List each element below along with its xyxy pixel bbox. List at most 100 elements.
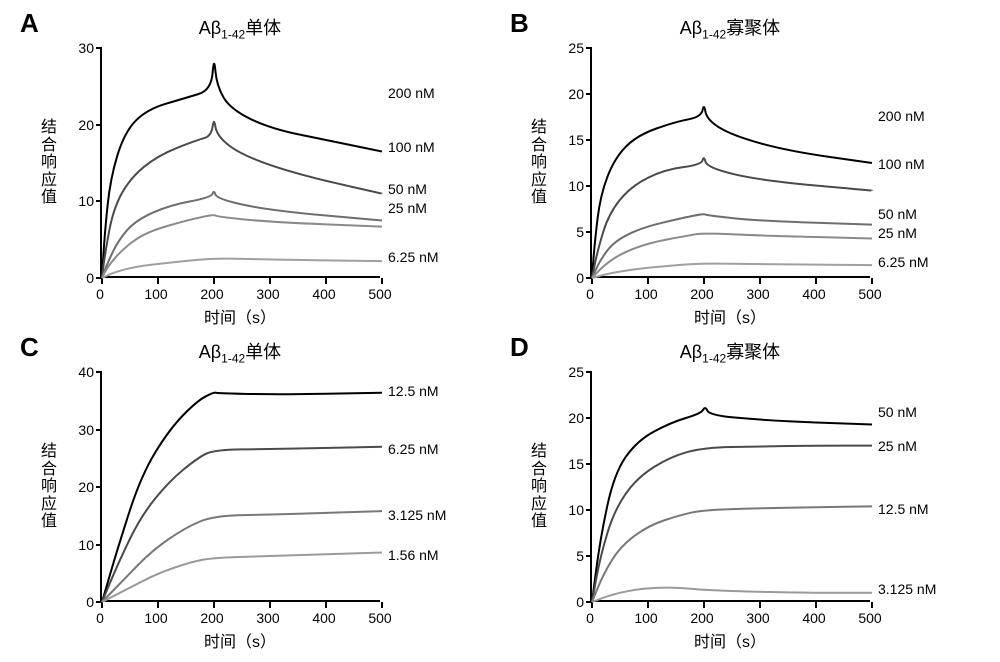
y-tick-label: 10	[556, 502, 584, 518]
series-curve	[592, 264, 872, 278]
series-curve	[102, 393, 382, 602]
title-prefix: Aβ	[680, 342, 702, 362]
series-label: 50 nM	[878, 206, 917, 222]
title-subscript: 1-42	[702, 352, 726, 366]
title-suffix: 单体	[245, 342, 281, 362]
y-tick-label: 25	[556, 364, 584, 380]
panel-title: Aβ1-42单体	[80, 14, 400, 42]
x-tick-label: 400	[802, 610, 825, 626]
y-tick-label: 40	[66, 364, 94, 380]
x-tick-label: 0	[586, 286, 594, 302]
plot-area	[100, 48, 380, 278]
y-tick-label: 20	[66, 117, 94, 133]
figure-root: AAβ1-42单体结合响应值01002003004005000102030时间（…	[0, 0, 1000, 662]
x-tick-label: 100	[144, 610, 167, 626]
series-curve	[102, 215, 382, 278]
series-label: 25 nM	[878, 225, 917, 241]
y-tick-label: 5	[556, 224, 584, 240]
y-tick-label: 20	[556, 86, 584, 102]
x-axis-label: 时间（s）	[100, 628, 380, 652]
series-label: 100 nM	[388, 139, 435, 155]
x-tick-label: 300	[746, 286, 769, 302]
curves-svg	[592, 48, 872, 278]
panel-a: AAβ1-42单体结合响应值01002003004005000102030时间（…	[20, 8, 490, 328]
y-tick-label: 15	[556, 456, 584, 472]
y-tick-label: 20	[66, 479, 94, 495]
series-curve	[592, 588, 872, 602]
plot-area	[590, 48, 870, 278]
x-tick-label: 200	[690, 610, 713, 626]
x-tick-label: 100	[634, 610, 657, 626]
x-tick-label: 200	[200, 286, 223, 302]
plot-area	[590, 372, 870, 602]
series-label: 200 nM	[878, 108, 925, 124]
x-tick-label: 300	[746, 610, 769, 626]
series-label: 6.25 nM	[388, 441, 439, 457]
y-tick-label: 0	[556, 270, 584, 286]
x-axis-label: 时间（s）	[590, 628, 870, 652]
series-label: 3.125 nM	[388, 507, 446, 523]
y-tick-label: 10	[66, 193, 94, 209]
x-tick-label: 500	[858, 610, 881, 626]
series-label: 25 nM	[878, 438, 917, 454]
series-label: 50 nM	[878, 404, 917, 420]
series-label: 6.25 nM	[878, 254, 929, 270]
y-axis-label: 结合响应值	[38, 372, 60, 602]
y-tick-label: 10	[66, 537, 94, 553]
panel-title: Aβ1-42寡聚体	[570, 338, 890, 366]
series-label: 1.56 nM	[388, 547, 439, 563]
x-axis-label: 时间（s）	[100, 304, 380, 328]
title-prefix: Aβ	[199, 18, 221, 38]
y-tick-label: 0	[66, 270, 94, 286]
series-curve	[592, 408, 872, 602]
title-prefix: Aβ	[680, 18, 702, 38]
title-suffix: 寡聚体	[726, 18, 780, 38]
series-label: 50 nM	[388, 181, 427, 197]
panel-c: CAβ1-42单体结合响应值0100200300400500010203040时…	[20, 332, 490, 652]
y-tick-label: 10	[556, 178, 584, 194]
series-curve	[592, 214, 872, 278]
x-tick-label: 200	[200, 610, 223, 626]
title-suffix: 寡聚体	[726, 342, 780, 362]
panel-letter: D	[510, 332, 529, 363]
x-tick-label: 100	[634, 286, 657, 302]
title-subscript: 1-42	[221, 352, 245, 366]
series-label: 12.5 nM	[878, 501, 929, 517]
y-tick-label: 15	[556, 132, 584, 148]
y-axis-label: 结合响应值	[528, 372, 550, 602]
y-tick-label: 5	[556, 548, 584, 564]
curves-svg	[102, 372, 382, 602]
x-tick-label: 400	[312, 286, 335, 302]
y-tick-label: 0	[556, 594, 584, 610]
y-tick-label: 25	[556, 40, 584, 56]
y-tick-label: 30	[66, 40, 94, 56]
series-label: 25 nM	[388, 200, 427, 216]
title-suffix: 单体	[245, 18, 281, 38]
series-curve	[592, 107, 872, 278]
curves-svg	[592, 372, 872, 602]
panel-letter: A	[20, 8, 39, 39]
series-curve	[592, 506, 872, 602]
series-curve	[102, 447, 382, 602]
x-tick-label: 0	[96, 286, 104, 302]
x-tick-label: 500	[858, 286, 881, 302]
x-tick-label: 500	[368, 610, 391, 626]
y-tick-label: 30	[66, 422, 94, 438]
x-tick-label: 500	[368, 286, 391, 302]
panel-d: DAβ1-42寡聚体结合响应值0100200300400500051015202…	[510, 332, 980, 652]
series-label: 100 nM	[878, 156, 925, 172]
panel-b: BAβ1-42寡聚体结合响应值0100200300400500051015202…	[510, 8, 980, 328]
title-subscript: 1-42	[702, 28, 726, 42]
y-tick-label: 0	[66, 594, 94, 610]
x-tick-label: 400	[312, 610, 335, 626]
x-tick-label: 300	[256, 610, 279, 626]
x-tick-label: 0	[586, 610, 594, 626]
y-axis-label: 结合响应值	[38, 48, 60, 278]
title-prefix: Aβ	[199, 342, 221, 362]
panel-letter: B	[510, 8, 529, 39]
series-curve	[592, 446, 872, 602]
panel-title: Aβ1-42单体	[80, 338, 400, 366]
curves-svg	[102, 48, 382, 278]
x-tick-label: 400	[802, 286, 825, 302]
y-tick-label: 20	[556, 410, 584, 426]
